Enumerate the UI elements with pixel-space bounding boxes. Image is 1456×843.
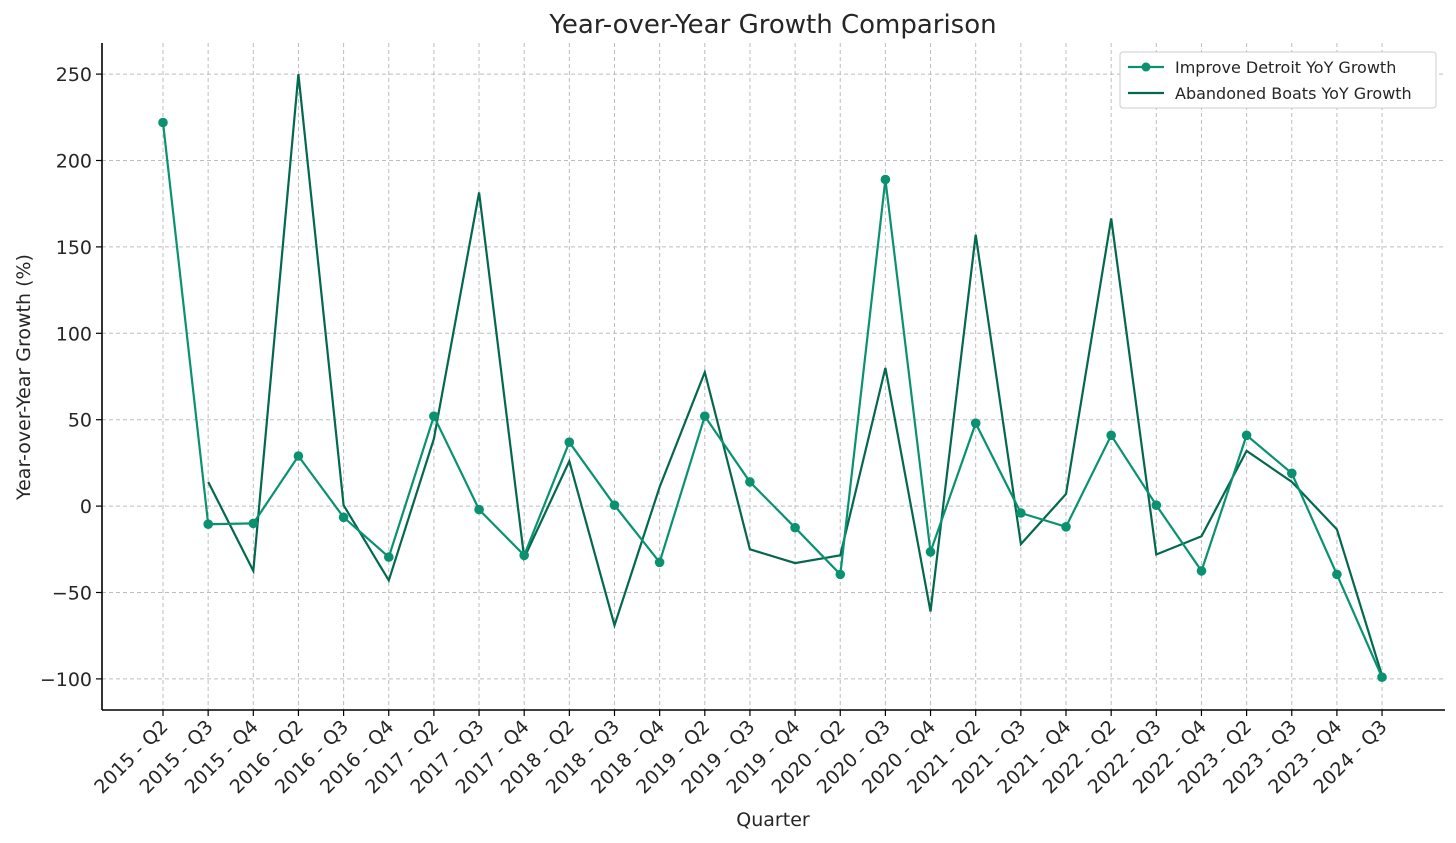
data-point-improve-detroit: [1241, 430, 1252, 441]
data-point-improve-detroit: [745, 477, 755, 487]
data-point-improve-detroit: [1106, 430, 1116, 441]
legend-marker-improve-detroit: [1141, 62, 1151, 72]
y-tick-label: 0: [80, 496, 92, 518]
data-point-improve-detroit: [384, 552, 394, 562]
data-point-improve-detroit: [700, 411, 710, 422]
data-point-improve-detroit: [790, 522, 800, 533]
y-axis-label: Year-over-Year Growth (%): [13, 254, 35, 501]
y-tick-label: 150: [56, 237, 92, 259]
data-point-improve-detroit: [519, 550, 529, 561]
data-point-improve-detroit: [835, 569, 846, 580]
chart-title: Year-over-Year Growth Comparison: [548, 10, 996, 40]
data-point-improve-detroit: [429, 411, 439, 422]
data-point-improve-detroit: [1332, 569, 1342, 580]
data-point-improve-detroit: [1196, 566, 1207, 576]
data-point-improve-detroit: [1287, 468, 1297, 479]
data-point-improve-detroit: [564, 437, 575, 448]
data-point-improve-detroit: [925, 547, 936, 557]
data-point-improve-detroit: [1151, 500, 1162, 511]
data-point-improve-detroit: [1061, 522, 1071, 532]
data-point-improve-detroit: [248, 518, 259, 529]
y-tick-label: 100: [56, 323, 92, 345]
series-line-improve-detroit: [161, 122, 1384, 678]
legend-box: [1119, 51, 1437, 109]
data-point-improve-detroit: [338, 512, 349, 523]
legend-label-improve-detroit: Improve Detroit YoY Growth: [1175, 58, 1396, 77]
data-point-improve-detroit: [880, 174, 891, 185]
legend-label-abandoned-boats: Abandoned Boats YoY Growth: [1175, 84, 1412, 103]
data-point-improve-detroit: [970, 418, 981, 429]
data-point-improve-detroit: [293, 451, 304, 461]
data-point-improve-detroit: [1377, 672, 1387, 682]
y-tick-label: −100: [40, 669, 92, 691]
y-tick-label: 200: [56, 151, 92, 173]
data-point-improve-detroit: [654, 557, 665, 568]
grid-lines: [102, 43, 1445, 710]
data-point-improve-detroit: [609, 500, 620, 511]
data-point-improve-detroit: [1016, 508, 1026, 518]
axes: [101, 43, 1445, 711]
y-tick-label: −50: [52, 582, 92, 604]
series-lines: [158, 73, 1387, 682]
legend: Improve Detroit YoY Growth Abandoned Boa…: [1119, 51, 1437, 109]
data-point-improve-detroit: [474, 504, 484, 515]
series-line-abandoned-boats: [207, 73, 1384, 676]
y-tick-label: 50: [68, 410, 92, 432]
y-tick-label: 250: [56, 64, 92, 86]
data-point-improve-detroit: [203, 519, 213, 529]
x-axis-label: Quarter: [736, 809, 810, 831]
data-point-improve-detroit: [158, 117, 168, 128]
